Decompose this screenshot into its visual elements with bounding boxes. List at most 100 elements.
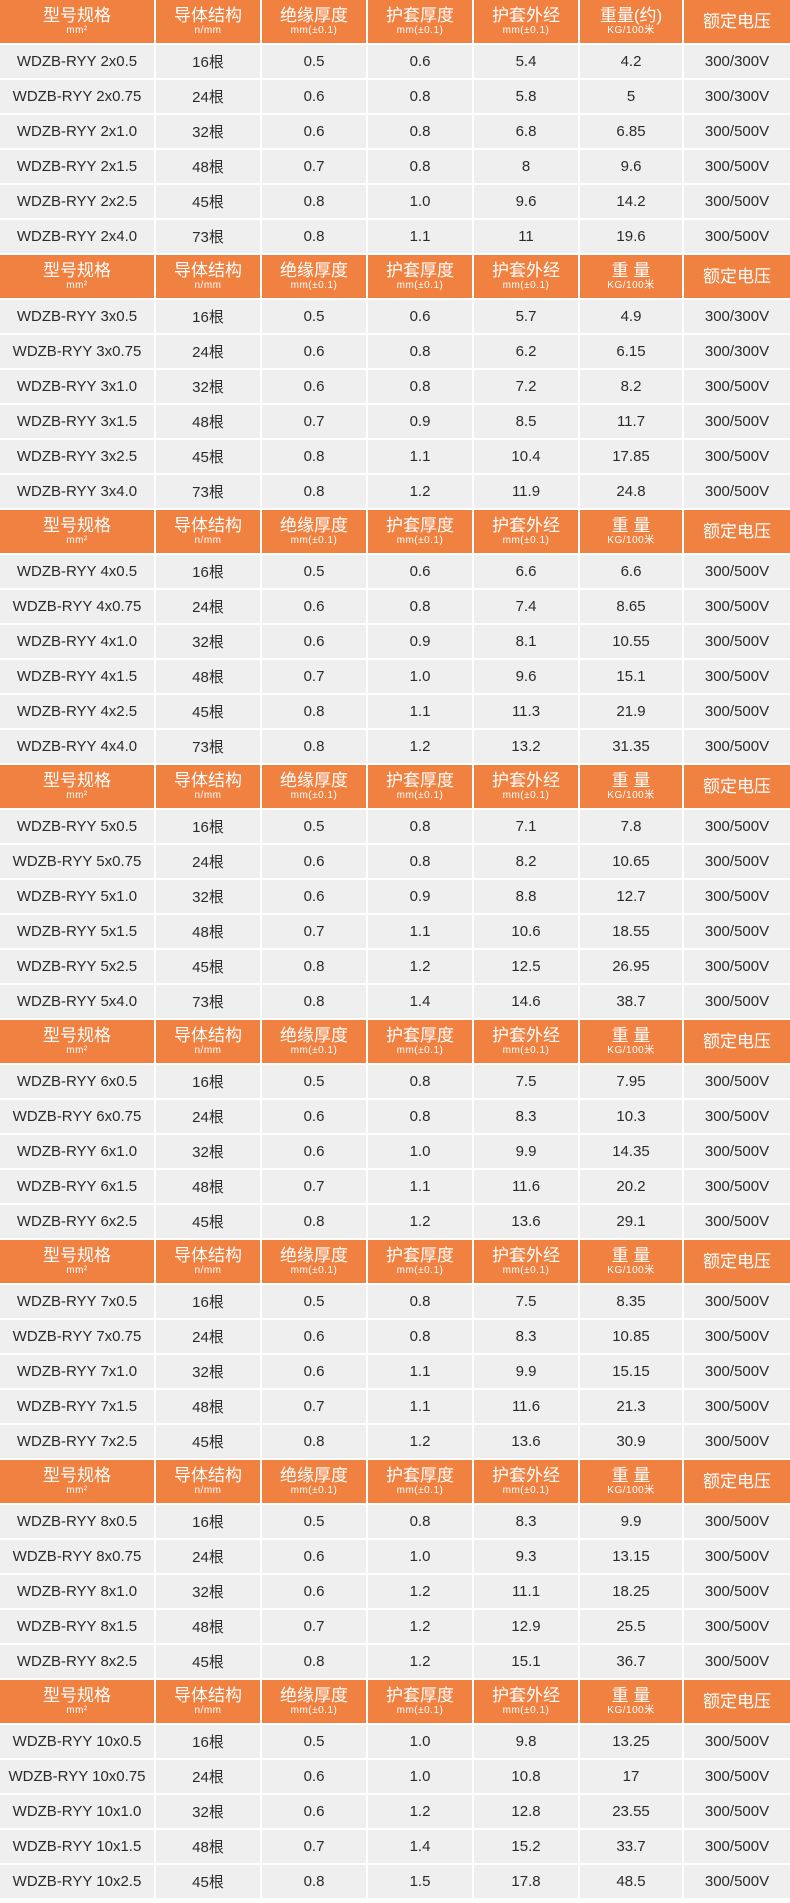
table-row: WDZB-RYY 3x2.5 45根 0.8 1.1 10.4 17.85 300/500V	[0, 440, 790, 475]
table-cell: 300/300V	[684, 300, 790, 335]
table-cell: 48根	[156, 1610, 262, 1645]
table-cell: 48根	[156, 1170, 262, 1205]
header-cell: 导体结构 n/mm	[156, 0, 262, 45]
table-cell: 0.9	[368, 405, 474, 440]
table-cell: 11.6	[474, 1170, 580, 1205]
table-cell: 24根	[156, 845, 262, 880]
table-cell: WDZB-RYY 8x1.0	[0, 1575, 156, 1610]
table-cell: 0.6	[368, 300, 474, 335]
header-unit: mm(±0.1)	[396, 1485, 444, 1496]
table-cell: 0.8	[262, 475, 368, 510]
table-cell: 1.2	[368, 1575, 474, 1610]
header-label: 护套厚度	[386, 1466, 454, 1485]
header-cell: 重 量 KG/100米	[580, 1460, 684, 1505]
table-cell: 0.8	[368, 590, 474, 625]
table-cell: WDZB-RYY 5x0.75	[0, 845, 156, 880]
table-cell: 12.9	[474, 1610, 580, 1645]
table-cell: 1.1	[368, 1390, 474, 1425]
header-label: 绝缘厚度	[280, 1466, 348, 1485]
table-cell: 300/500V	[684, 1355, 790, 1390]
table-cell: 0.8	[262, 730, 368, 765]
table-cell: 0.6	[262, 1100, 368, 1135]
header-label: 护套厚度	[386, 1246, 454, 1265]
table-cell: 300/300V	[684, 335, 790, 370]
table-cell: 15.1	[580, 660, 684, 695]
header-unit: mm(±0.1)	[502, 1485, 550, 1496]
header-unit: n/mm	[194, 790, 222, 801]
table-cell: 1.0	[368, 1135, 474, 1170]
table-cell: WDZB-RYY 4x1.5	[0, 660, 156, 695]
table-cell: 73根	[156, 985, 262, 1020]
table-cell: 0.8	[262, 1865, 368, 1900]
table-cell: 1.4	[368, 1830, 474, 1865]
table-cell: WDZB-RYY 6x2.5	[0, 1205, 156, 1240]
table-cell: 24根	[156, 335, 262, 370]
table-cell: 300/500V	[684, 220, 790, 255]
table-cell: 16根	[156, 1505, 262, 1540]
table-cell: 12.5	[474, 950, 580, 985]
table-cell: 45根	[156, 1645, 262, 1680]
table-row: WDZB-RYY 2x4.0 73根 0.8 1.1 11 19.6 300/500V	[0, 220, 790, 255]
header-unit: KG/100米	[607, 1705, 655, 1716]
table-cell: 1.1	[368, 915, 474, 950]
table-cell: 8.3	[474, 1100, 580, 1135]
table-cell: 13.25	[580, 1725, 684, 1760]
header-label: 重量(约)	[599, 6, 663, 25]
table-row: WDZB-RYY 2x0.75 24根 0.6 0.8 5.8 5 300/300V	[0, 80, 790, 115]
header-cell: 额定电压	[684, 0, 790, 45]
header-label: 护套外经	[492, 771, 560, 790]
header-label: 导体结构	[174, 1466, 242, 1485]
table-row: WDZB-RYY 8x0.5 16根 0.5 0.8 8.3 9.9 300/500V	[0, 1505, 790, 1540]
table-cell: 33.7	[580, 1830, 684, 1865]
table-cell: 0.8	[262, 950, 368, 985]
table-cell: 0.5	[262, 810, 368, 845]
table-cell: 9.6	[474, 660, 580, 695]
header-label: 导体结构	[174, 1686, 242, 1705]
table-cell: 300/300V	[684, 45, 790, 80]
table-cell: WDZB-RYY 10x0.5	[0, 1725, 156, 1760]
header-cell: 型号规格 mm²	[0, 0, 156, 45]
header-cell: 型号规格 mm²	[0, 765, 156, 810]
table-header-row: 型号规格 mm² 导体结构 n/mm 绝缘厚度 mm(±0.1) 护套厚度 mm(±0.1) 护…	[0, 1020, 790, 1065]
table-cell: 7.2	[474, 370, 580, 405]
header-unit: mm²	[66, 790, 88, 801]
table-cell: 4.9	[580, 300, 684, 335]
header-label: 护套外经	[492, 1686, 560, 1705]
table-cell: 14.6	[474, 985, 580, 1020]
table-cell: 6.8	[474, 115, 580, 150]
table-cell: WDZB-RYY 4x1.0	[0, 625, 156, 660]
table-cell: 45根	[156, 185, 262, 220]
table-cell: 73根	[156, 475, 262, 510]
table-cell: 13.6	[474, 1425, 580, 1460]
header-unit: mm(±0.1)	[396, 1265, 444, 1276]
table-cell: 9.8	[474, 1725, 580, 1760]
header-unit: n/mm	[194, 1705, 222, 1716]
header-label: 护套外经	[492, 261, 560, 280]
table-cell: 300/500V	[684, 1390, 790, 1425]
table-cell: 0.6	[262, 1540, 368, 1575]
table-cell: 1.2	[368, 1645, 474, 1680]
table-cell: 300/500V	[684, 555, 790, 590]
table-cell: 14.2	[580, 185, 684, 220]
table-cell: WDZB-RYY 2x2.5	[0, 185, 156, 220]
table-cell: WDZB-RYY 10x2.5	[0, 1865, 156, 1900]
table-cell: 300/500V	[684, 1425, 790, 1460]
header-label: 重 量	[611, 516, 651, 535]
header-unit: mm(±0.1)	[290, 280, 338, 291]
table-cell: 1.1	[368, 1355, 474, 1390]
table-row: WDZB-RYY 6x1.5 48根 0.7 1.1 11.6 20.2 300/500V	[0, 1170, 790, 1205]
table-cell: 8.3	[474, 1505, 580, 1540]
header-cell: 护套厚度 mm(±0.1)	[368, 510, 474, 555]
header-unit: n/mm	[194, 535, 222, 546]
table-cell: 38.7	[580, 985, 684, 1020]
header-label: 绝缘厚度	[280, 771, 348, 790]
header-cell: 护套厚度 mm(±0.1)	[368, 255, 474, 300]
table-row: WDZB-RYY 10x1.5 48根 0.7 1.4 15.2 33.7 300/500V	[0, 1830, 790, 1865]
table-row: WDZB-RYY 10x0.75 24根 0.6 1.0 10.8 17 300/500V	[0, 1760, 790, 1795]
header-label: 重 量	[611, 1466, 651, 1485]
table-row: WDZB-RYY 6x1.0 32根 0.6 1.0 9.9 14.35 300/500V	[0, 1135, 790, 1170]
table-cell: 5.4	[474, 45, 580, 80]
header-label: 绝缘厚度	[280, 261, 348, 280]
table-row: WDZB-RYY 5x2.5 45根 0.8 1.2 12.5 26.95 300/500V	[0, 950, 790, 985]
header-unit: KG/100米	[607, 790, 655, 801]
